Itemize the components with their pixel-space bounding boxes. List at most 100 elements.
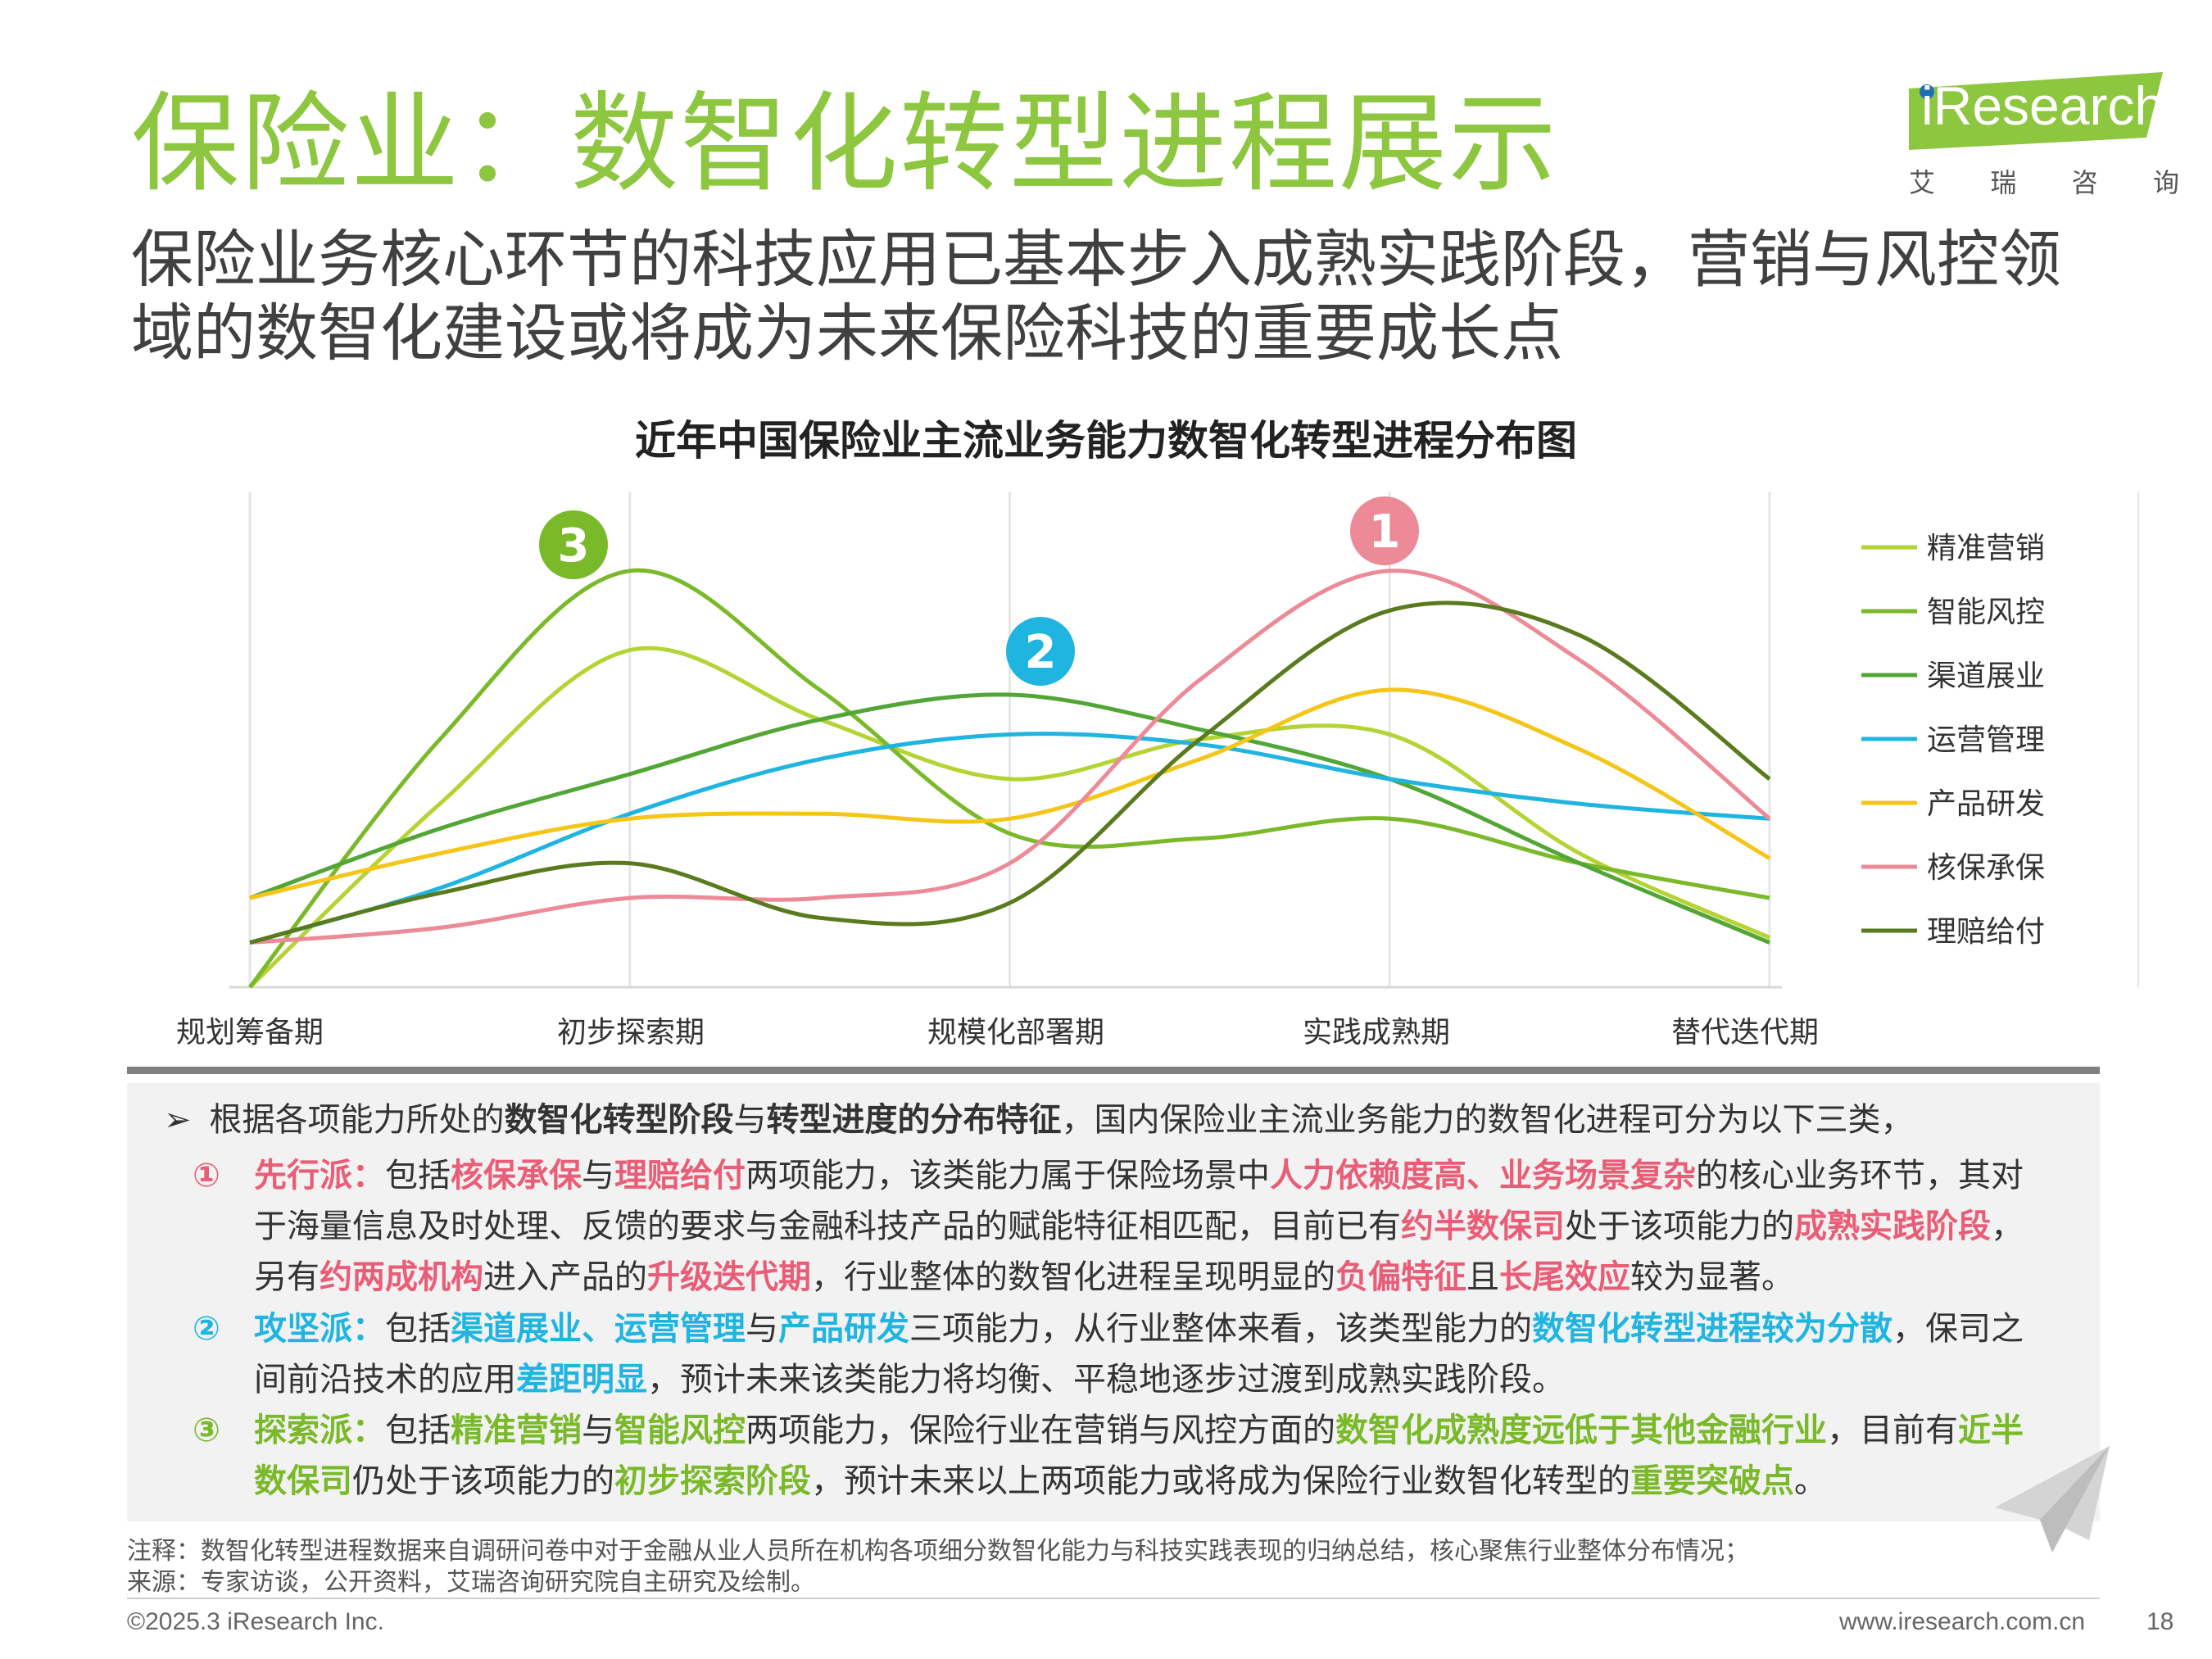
item-heading: 先行派： bbox=[254, 1157, 385, 1194]
item-text: 与 bbox=[746, 1310, 778, 1348]
item-emphasis: 数智化成熟度远低于其他金融行业 bbox=[1335, 1412, 1827, 1449]
footer-url: www.iresearch.com.cn bbox=[1839, 1608, 2086, 1635]
item-text: 仍处于该项能力的 bbox=[352, 1462, 614, 1500]
series-line bbox=[249, 732, 1770, 945]
chart-title: 近年中国保险业主流业务能力数智化转型进程分布图 bbox=[635, 417, 1577, 465]
line-chart: 规划筹备期 初步探索期 规模化部署期 实践成熟期 替代迭代期 1 2 3 精准营销智能风控渠道展… bbox=[176, 492, 2139, 1049]
item-text: 两项能力，保险行业在营销与风控方面的 bbox=[746, 1412, 1335, 1449]
item-emphasis: 近半数保司 bbox=[254, 1412, 2024, 1500]
item-text: 的核心业务环节，其对于海量信息及时处理、反馈的要求与金融科技产品的赋能特征相匹配… bbox=[254, 1157, 2024, 1245]
item-text: 与 bbox=[582, 1157, 614, 1194]
series-line bbox=[249, 687, 1771, 900]
item-emphasis: 数智化转型进程较为分散 bbox=[1532, 1310, 1892, 1348]
item-emphasis: 产品研发 bbox=[778, 1310, 909, 1348]
footnote-source: 来源：专家访谈，公开资料，艾瑞咨询研究院自主研究及绘制。 bbox=[127, 1568, 815, 1597]
footnote-note: 注释：数智化转型进程数据来自调研问卷中对于金融从业人员所在机构各项细分数智化能力… bbox=[127, 1537, 1749, 1566]
item-text: 两项能力，该类能力属于保险场景中 bbox=[746, 1157, 1270, 1194]
intro-text: 与 bbox=[733, 1101, 767, 1139]
legend-label: 运营管理 bbox=[1927, 723, 2045, 757]
item-text: 三项能力，从行业整体来看，该类型能力的 bbox=[909, 1310, 1532, 1348]
item-emphasis: 人力依赖度高、业务场景复杂 bbox=[1270, 1157, 1696, 1194]
legend-label: 精准营销 bbox=[1927, 532, 2045, 565]
footer-divider bbox=[127, 1598, 2100, 1599]
intro-emphasis: 转型进度的分布特征 bbox=[766, 1101, 1062, 1139]
x-tick-label: 实践成熟期 bbox=[1303, 1016, 1450, 1049]
x-tick-label: 初步探索期 bbox=[557, 1016, 705, 1049]
iresearch-logo: iResearch 艾 瑞 咨 询 bbox=[1909, 72, 2179, 198]
item-emphasis: 理赔给付 bbox=[614, 1157, 746, 1194]
item-emphasis: 升级迭代期 bbox=[647, 1258, 811, 1296]
item-emphasis: 核保承保 bbox=[451, 1157, 582, 1194]
legend-label: 核保承保 bbox=[1927, 851, 2045, 885]
item-text: ，另有 bbox=[254, 1208, 2024, 1296]
legend-label: 理赔给付 bbox=[1927, 915, 2045, 949]
item-heading: 攻坚派： bbox=[254, 1310, 385, 1348]
item-text: ，目前有 bbox=[1827, 1412, 1958, 1449]
item-text: 包括 bbox=[385, 1310, 451, 1348]
analysis-box bbox=[127, 1083, 2100, 1521]
annotation-label: 3 bbox=[558, 519, 590, 573]
item-number: ③ bbox=[193, 1412, 220, 1449]
item-text: 与 bbox=[582, 1412, 614, 1449]
logo-char: 艾 bbox=[1909, 167, 1936, 198]
intro-text: 根据各项能力所处的 bbox=[209, 1101, 505, 1139]
legend-label: 产品研发 bbox=[1927, 787, 2045, 821]
item-text: ，行业整体的数智化进程呈现明显的 bbox=[811, 1258, 1335, 1296]
paper-plane-icon bbox=[1995, 1446, 2110, 1552]
item-emphasis: 渠道展业、运营管理 bbox=[451, 1310, 746, 1348]
logo-char: 瑞 bbox=[1990, 167, 2017, 198]
annotation-label: 2 bbox=[1025, 626, 1057, 679]
legend-label: 渠道展业 bbox=[1927, 660, 2045, 693]
item-emphasis: 初步探索阶段 bbox=[614, 1462, 811, 1500]
analysis-intro: ➢ 根据各项能力所处的数智化转型阶段与转型进度的分布特征，国内保险业主流业务能力的… bbox=[164, 1095, 1914, 1145]
series-line bbox=[249, 692, 1770, 945]
intro-emphasis: 数智化转型阶段 bbox=[504, 1101, 734, 1139]
arrow-icon: ➢ bbox=[164, 1101, 192, 1139]
item-heading: 探索派： bbox=[254, 1412, 385, 1449]
logo-char: 咨 bbox=[2071, 167, 2098, 198]
item-emphasis: 重要突破点 bbox=[1630, 1462, 1794, 1500]
page-title: 保险业：数智化转型进程展示 bbox=[131, 81, 1558, 207]
analysis-item-2: ② 攻坚派：包括渠道展业、运营管理与产品研发三项能力，从行业整体来看，该类型能力… bbox=[193, 1303, 2052, 1405]
item-emphasis: 负偏特征 bbox=[1335, 1258, 1466, 1296]
item-text: 进入产品的 bbox=[483, 1258, 647, 1296]
item-number: ① bbox=[193, 1157, 220, 1194]
analysis-item-3: ③ 探索派：包括精准营销与智能风控两项能力，保险行业在营销与风控方面的数智化成熟… bbox=[193, 1405, 2052, 1507]
page-subtitle: 保险业务核心环节的科技应用已基本步入成熟实践阶段，营销与风控领域的数智化建设或将… bbox=[131, 223, 2061, 369]
series-line bbox=[248, 646, 1771, 989]
item-emphasis: 成熟实践阶段 bbox=[1794, 1208, 1991, 1245]
logo-word: iResearch bbox=[1921, 75, 2165, 136]
item-text: ，预计未来该类能力将均衡、平稳地逐步过渡到成熟实践阶段。 bbox=[647, 1361, 1565, 1398]
page-number: 18 bbox=[2146, 1608, 2174, 1635]
item-text: 处于该项能力的 bbox=[1565, 1208, 1794, 1245]
item-emphasis: 约半数保司 bbox=[1401, 1208, 1565, 1245]
item-text: ，保司之间前沿技术的应用 bbox=[254, 1310, 2024, 1398]
annotation-badge bbox=[539, 510, 608, 579]
item-text: ，预计未来以上两项能力或将成为保险行业数智化转型的 bbox=[811, 1462, 1630, 1500]
item-emphasis: 差距明显 bbox=[516, 1361, 647, 1398]
annotation-label: 1 bbox=[1369, 505, 1401, 559]
intro-text: ，国内保险业主流业务能力的数智化进程可分为以下三类， bbox=[1061, 1101, 1914, 1139]
annotation-badge bbox=[1350, 496, 1419, 565]
x-tick-label: 替代迭代期 bbox=[1671, 1016, 1819, 1049]
item-emphasis: 智能风控 bbox=[614, 1412, 746, 1449]
logo-char: 询 bbox=[2152, 167, 2179, 198]
x-tick-label: 规划筹备期 bbox=[176, 1016, 324, 1049]
series-line bbox=[249, 601, 1771, 945]
item-text: 且 bbox=[1466, 1258, 1499, 1296]
x-tick-label: 规模化部署期 bbox=[927, 1016, 1104, 1049]
annotation-badge bbox=[1006, 617, 1075, 686]
logo-badge-icon bbox=[1909, 72, 2163, 150]
item-text: 。 bbox=[1794, 1462, 1827, 1500]
analysis-item-1: ① 先行派：包括核保承保与理赔给付两项能力，该类能力属于保险场景中人力依赖度高、… bbox=[193, 1150, 2052, 1303]
item-emphasis: 约两成机构 bbox=[320, 1258, 483, 1296]
item-text: 包括 bbox=[385, 1412, 451, 1449]
item-number: ② bbox=[193, 1310, 220, 1348]
series-line bbox=[248, 568, 1770, 989]
logo-subtitle: 艾 瑞 咨 询 bbox=[1909, 162, 2179, 200]
item-text: 较为显著。 bbox=[1630, 1258, 1794, 1296]
item-emphasis: 精准营销 bbox=[451, 1412, 582, 1449]
item-text: 包括 bbox=[385, 1157, 451, 1194]
legend-label: 智能风控 bbox=[1927, 596, 2045, 629]
series-line bbox=[249, 569, 1771, 945]
